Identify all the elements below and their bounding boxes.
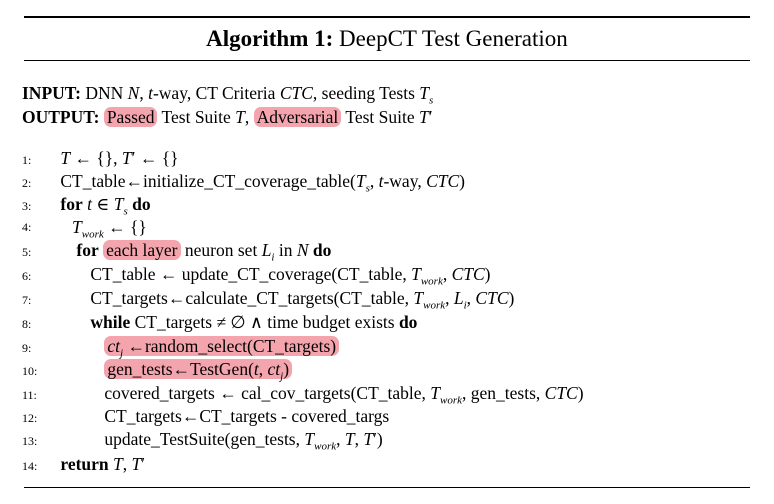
algo-line-3: 3: for t ∈ Ts do (22, 193, 151, 218)
line-code: for each layer neuron set Li in N do (76, 240, 332, 264)
output-label: OUTPUT: (22, 107, 100, 127)
random-select-highlight: ctj ←random_select(CT_targets) (104, 336, 340, 360)
input-label: INPUT: (22, 83, 81, 103)
line-number: 1: (22, 153, 32, 167)
line-number: 4: (22, 220, 32, 234)
algo-line-6: 6: CT_table ← update_CT_coverage(CT_tabl… (22, 263, 491, 288)
line-number: 14: (22, 459, 38, 473)
mid-rule (24, 60, 750, 61)
line-code: gen_tests←TestGen(t, ctj) (104, 359, 293, 383)
algorithm-name: DeepCT Test Generation (339, 26, 568, 51)
algo-line-14: 14: return T, T′ (22, 453, 145, 475)
line-number: 10: (22, 364, 38, 378)
algorithm-title: Algorithm 1: DeepCT Test Generation (24, 24, 750, 54)
input-line: INPUT: DNN N, t-way, CT Criteria CTC, se… (22, 82, 433, 112)
passed-highlight: Passed (103, 107, 158, 127)
top-rule (24, 16, 750, 18)
line-number: 5: (22, 245, 32, 259)
algo-line-4: 4: Twork ← {} (22, 216, 147, 241)
line-code: for t ∈ Ts do (60, 194, 151, 218)
algo-line-1: 1: T ← {}, T′ ← {} (22, 147, 179, 169)
line-number: 11: (22, 388, 37, 402)
line-code: CT_targets←CT_targets - covered_targs (104, 406, 390, 426)
bottom-rule (24, 487, 750, 488)
algo-line-2: 2: CT_table←initialize_CT_coverage_table… (22, 170, 465, 195)
algorithm-number: Algorithm 1: (206, 26, 334, 51)
algo-line-10: 10: gen_tests←TestGen(t, ctj) (22, 358, 293, 383)
line-code: CT_targets←calculate_CT_targets(CT_table… (90, 288, 515, 312)
line-code: covered_targets ← cal_cov_targets(CT_tab… (104, 383, 584, 407)
line-code: ctj ←random_select(CT_targets) (104, 336, 340, 360)
algo-line-8: 8: while CT_targets ≠ ∅ ∧ time budget ex… (22, 311, 417, 333)
output-line: OUTPUT: Passed Test Suite T, Adversarial… (22, 106, 433, 128)
line-code: Twork ← {} (72, 217, 147, 241)
line-code: while CT_targets ≠ ∅ ∧ time budget exist… (90, 312, 418, 332)
line-code: T ← {}, T′ ← {} (60, 148, 179, 168)
input-text: DNN N, t-way, CT Criteria CTC, seeding T… (85, 83, 434, 107)
adversarial-highlight: Adversarial (253, 107, 342, 127)
algo-line-13: 13: update_TestSuite(gen_tests, Twork, T… (22, 428, 383, 453)
algo-line-12: 12: CT_targets←CT_targets - covered_targ… (22, 405, 389, 427)
line-code: return T, T′ (60, 454, 146, 474)
line-code: CT_table ← update_CT_coverage(CT_table, … (90, 264, 491, 288)
algo-line-11: 11: covered_targets ← cal_cov_targets(CT… (22, 382, 584, 407)
output-mid: Test Suite T, (161, 107, 250, 127)
output-tail: Test Suite T′ (345, 107, 433, 127)
line-number: 13: (22, 434, 38, 448)
algo-line-5: 5: for each layer neuron set Li in N do (22, 239, 332, 264)
algo-line-7: 7: CT_targets←calculate_CT_targets(CT_ta… (22, 287, 515, 312)
line-code: update_TestSuite(gen_tests, Twork, T, T′… (104, 429, 383, 453)
line-number: 6: (22, 269, 32, 283)
line-number: 3: (22, 199, 32, 213)
line-number: 7: (22, 293, 32, 307)
line-number: 8: (22, 317, 32, 331)
each-layer-highlight: each layer (103, 240, 181, 260)
testgen-highlight: gen_tests←TestGen(t, ctj) (104, 359, 293, 383)
line-code: CT_table←initialize_CT_coverage_table(Ts… (60, 171, 465, 195)
line-number: 12: (22, 411, 38, 425)
line-number: 9: (22, 341, 32, 355)
line-number: 2: (22, 176, 32, 190)
algo-line-9: 9: ctj ←random_select(CT_targets) (22, 335, 340, 360)
